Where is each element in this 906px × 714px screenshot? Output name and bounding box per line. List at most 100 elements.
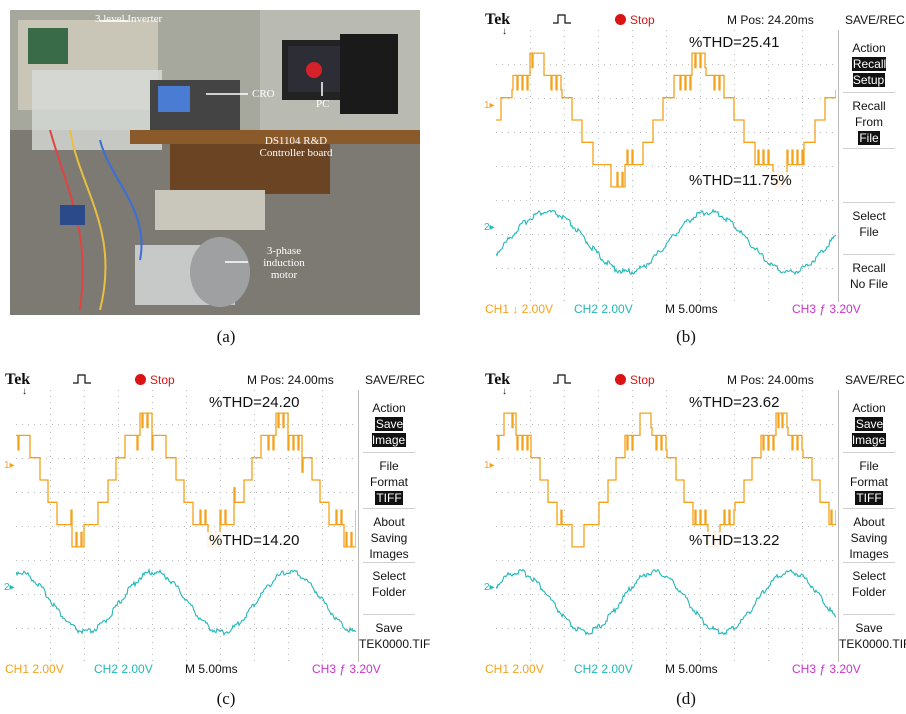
menu-item-text: Recall: [852, 261, 886, 275]
scope-c: Tek Stop M Pos: 24.00ms SAVE/REC 1▸ 2▸ ↓ %THD=2…: [2, 370, 430, 676]
timebase: M 5.00ms: [665, 662, 718, 676]
ch1-marker: 1▸: [484, 100, 495, 111]
ch2-marker: 2▸: [484, 582, 495, 593]
menu-item-text: TEK0000.TIF: [839, 637, 906, 651]
menu-item-text: Images: [369, 547, 409, 561]
menu-item[interactable]: Select Folder: [359, 568, 419, 600]
motor-label: 3-phase induction motor: [263, 245, 305, 281]
run-status: Stop: [630, 13, 655, 27]
ch3-trigger: CH3 ƒ 3.20V: [312, 662, 381, 676]
thd-lower: %THD=11.75%: [687, 172, 794, 189]
waveform-plot: [495, 30, 837, 301]
scope-footer: CH1 ↓ 2.00V CH2 2.00V M 5.00ms CH3 ƒ 3.20V: [482, 302, 898, 316]
ch1-marker: 1▸: [484, 460, 495, 471]
caption-c: (c): [216, 689, 236, 708]
side-menu: Action Recall Setup Recall From File Select F…: [838, 30, 899, 302]
menu-item-text: Format: [369, 475, 408, 489]
menu-item-text: About: [853, 515, 885, 529]
menu-mode: SAVE/REC: [845, 13, 905, 27]
ch1-scale: CH1 2.00V: [5, 662, 64, 676]
ch2-waveform: [495, 208, 837, 276]
timebase: M 5.00ms: [665, 302, 718, 316]
menu-item-text: No File: [849, 277, 888, 291]
menu-item[interactable]: Recall From File: [839, 98, 899, 146]
menu-item-text: TEK0000.TIF: [359, 637, 431, 651]
menu-item[interactable]: Action Save Image: [359, 400, 419, 448]
ch2-waveform: [495, 568, 837, 636]
caption-a: (a): [216, 327, 236, 346]
side-menu: Action Save Image File Format TIFF About Savin…: [358, 390, 430, 662]
menu-item-text: Action: [852, 401, 886, 415]
menu-item[interactable]: Action Recall Setup: [839, 40, 899, 88]
trigger-arrow-icon: ↓: [502, 26, 507, 37]
ch2-scale: CH2 2.00V: [574, 662, 633, 676]
thd-upper: %THD=23.62: [687, 394, 782, 411]
stop-indicator-icon: [615, 374, 626, 385]
menu-item-text: TIFF: [375, 491, 403, 505]
menu-item-text: Save: [375, 621, 403, 635]
menu-item-text: Select: [852, 569, 886, 583]
menu-item-text: Folder: [371, 585, 406, 599]
caption-d: (d): [676, 689, 696, 708]
pc-label: PC: [316, 98, 330, 110]
stop-indicator-icon: [615, 14, 626, 25]
ch2-marker: 2▸: [484, 222, 495, 233]
menu-item-text: Save Image: [851, 417, 887, 447]
menu-item[interactable]: File Format TIFF: [839, 458, 899, 506]
stop-indicator-icon: [135, 374, 146, 385]
menu-item-text: Action: [852, 41, 886, 55]
menu-item-text: About: [373, 515, 405, 529]
menu-item-text: File: [379, 459, 399, 473]
menu-item[interactable]: File Format TIFF: [359, 458, 419, 506]
ch3-trigger: CH3 ƒ 3.20V: [792, 302, 861, 316]
thd-lower: %THD=14.20: [207, 532, 302, 549]
timebase: M 5.00ms: [185, 662, 238, 676]
ch1-scale: CH1 2.00V: [485, 662, 544, 676]
brand-logo: Tek: [485, 11, 511, 28]
scope-screen: [495, 30, 837, 302]
menu-item[interactable]: About Saving Images: [359, 514, 419, 562]
menu-item-text: Action: [372, 401, 406, 415]
thd-upper: %THD=24.20: [207, 394, 302, 411]
m-position: M Pos: 24.00ms: [247, 373, 334, 387]
menu-mode: SAVE/REC: [365, 373, 425, 387]
menu-item[interactable]: Recall No File: [839, 260, 899, 292]
ch1-marker: 1▸: [4, 460, 15, 471]
menu-item-text: Save: [855, 621, 883, 635]
trigger-arrow-icon: ↓: [502, 386, 507, 397]
menu-item-text: Saving: [850, 531, 888, 545]
side-menu: Action Save Image File Format TIFF About Savin…: [838, 390, 906, 662]
caption-b: (b): [676, 327, 696, 346]
menu-item[interactable]: Select Folder: [839, 568, 899, 600]
cro-label: CRO: [252, 88, 275, 100]
menu-item-text: Select: [852, 209, 886, 223]
thd-upper: %THD=25.41: [687, 34, 782, 51]
menu-item[interactable]: About Saving Images: [839, 514, 899, 562]
m-position: M Pos: 24.20ms: [727, 13, 814, 27]
thd-lower: %THD=13.22: [687, 532, 782, 549]
scope-footer: CH1 2.00V CH2 2.00V M 5.00ms CH3 ƒ 3.20V: [482, 662, 898, 676]
menu-item-text: Select: [372, 569, 406, 583]
inverter-label: 3 level Inverter: [95, 13, 163, 25]
menu-item-text: TIFF: [855, 491, 883, 505]
menu-item-text: Folder: [851, 585, 886, 599]
ch3-trigger: CH3 ƒ 3.20V: [792, 662, 861, 676]
scope-screen: [495, 390, 837, 662]
scope-header: Tek Stop M Pos: 24.00ms SAVE/REC: [482, 370, 905, 390]
ch1-waveform: [16, 412, 357, 548]
run-status: Stop: [630, 373, 655, 387]
waveform-plot: [15, 390, 357, 661]
menu-item-text: Recall Setup: [851, 57, 887, 87]
brand-logo: Tek: [485, 371, 511, 388]
menu-item[interactable]: Action Save Image: [839, 400, 899, 448]
menu-item[interactable]: Save TEK0000.TIF: [839, 620, 906, 652]
controller-label: DS1104 R&D Controller board: [259, 135, 333, 159]
menu-item-text: Save Image: [371, 417, 407, 447]
brand-logo: Tek: [5, 371, 31, 388]
trigger-arrow-icon: ↓: [22, 386, 27, 397]
trigger-icon: [553, 374, 571, 384]
menu-item[interactable]: Select File: [839, 208, 899, 240]
menu-item[interactable]: Save TEK0000.TIF: [359, 620, 430, 652]
scope-header: Tek Stop M Pos: 24.20ms SAVE/REC: [482, 10, 905, 30]
ch2-scale: CH2 2.00V: [94, 662, 153, 676]
